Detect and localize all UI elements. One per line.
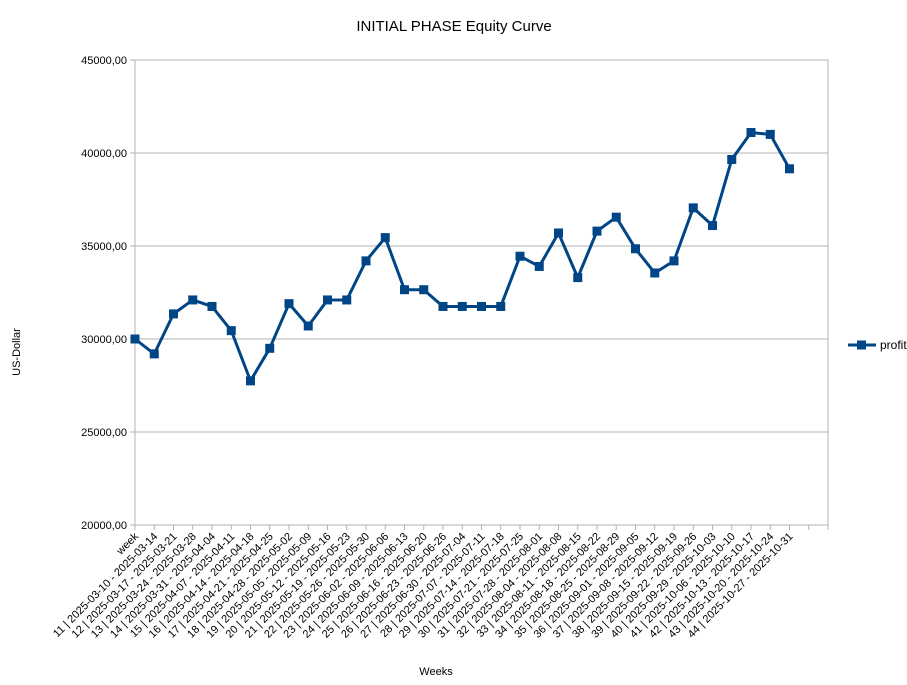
data-point — [246, 376, 255, 386]
x-axis-label: Weeks — [419, 666, 453, 678]
series-profit — [130, 128, 794, 386]
data-point — [207, 301, 217, 311]
data-point — [226, 326, 236, 336]
data-point — [785, 164, 794, 174]
legend-marker — [857, 340, 866, 350]
data-point — [631, 244, 640, 254]
y-tick-label: 45000,00 — [81, 55, 127, 67]
data-point — [361, 256, 371, 266]
gridlines — [135, 59, 828, 526]
data-point — [650, 268, 660, 278]
data-point — [708, 221, 717, 231]
data-point — [188, 295, 198, 305]
data-point — [534, 261, 544, 271]
data-point — [419, 285, 429, 295]
data-point — [765, 129, 775, 139]
data-point — [669, 256, 679, 266]
data-point — [727, 155, 737, 165]
data-point — [688, 203, 698, 213]
data-point — [496, 301, 506, 311]
y-tick-label: 30000,00 — [81, 334, 127, 346]
data-point — [265, 343, 275, 353]
legend: profit — [848, 338, 907, 352]
y-axis: 20000,00 25000,00 30000,00 35000,00 40000,00… — [81, 55, 135, 532]
series-line — [134, 131, 791, 383]
y-tick-label: 20000,00 — [81, 520, 127, 532]
data-point — [284, 299, 294, 309]
data-point — [400, 285, 409, 295]
data-point — [457, 301, 467, 311]
chart-title: INITIAL PHASE Equity Curve — [356, 18, 551, 35]
data-point — [323, 295, 332, 305]
y-tick-label: 35000,00 — [81, 241, 127, 253]
data-point — [573, 273, 583, 283]
data-point — [303, 321, 313, 331]
data-point — [746, 128, 756, 138]
data-point — [149, 349, 159, 359]
data-point — [130, 334, 140, 344]
data-point — [438, 301, 448, 311]
y-tick-label: 25000,00 — [81, 427, 127, 439]
plot-area — [134, 59, 829, 526]
data-point — [169, 309, 178, 319]
data-point — [515, 251, 525, 261]
data-point — [380, 233, 390, 243]
y-axis-label: US-Dollar — [11, 328, 23, 376]
data-point — [477, 301, 486, 311]
data-point — [611, 212, 621, 222]
data-point — [592, 226, 602, 236]
y-tick-label: 40000,00 — [81, 148, 127, 160]
data-point — [342, 295, 352, 305]
data-point — [554, 228, 563, 238]
legend-label-profit: profit — [880, 338, 907, 352]
